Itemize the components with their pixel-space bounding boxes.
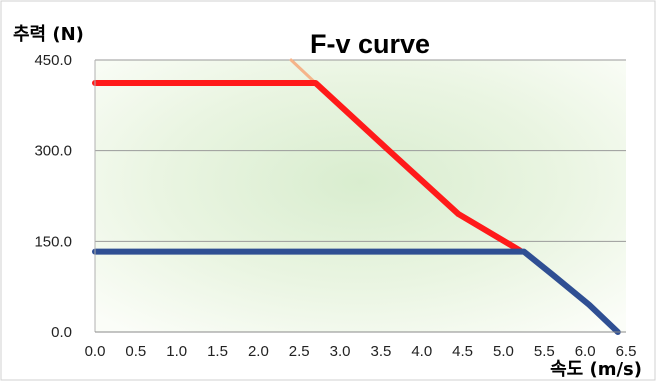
x-tick-label: 1.0 — [166, 343, 187, 360]
x-tick-label: 2.5 — [289, 343, 310, 360]
plot-area — [95, 60, 626, 332]
x-tick-label: 4.5 — [452, 343, 473, 360]
x-tick-label: 3.0 — [330, 343, 351, 360]
x-tick-label: 5.5 — [534, 343, 555, 360]
y-axis-title: 추력 (N) — [13, 24, 84, 45]
series-group — [92, 58, 621, 335]
x-tick-label: 3.5 — [370, 343, 391, 360]
x-axis-title: 속도 (m/s) — [550, 359, 642, 380]
x-tick-label: 5.0 — [493, 343, 514, 360]
series-line-2 — [289, 58, 318, 85]
y-tick-label: 450.0 — [34, 52, 72, 69]
y-tick-label: 150.0 — [34, 233, 72, 250]
y-tick-label: 300.0 — [34, 143, 72, 160]
x-tick-label: 0.5 — [125, 343, 146, 360]
series-line-0 — [92, 80, 523, 254]
x-tick-label: 6.0 — [575, 343, 596, 360]
x-tick-label: 0.0 — [85, 343, 106, 360]
x-tick-label: 1.5 — [207, 343, 228, 360]
chart-title: F-v curve — [310, 29, 430, 59]
series-line-1 — [92, 248, 621, 335]
axes — [94, 60, 626, 333]
x-tick-label: 4.0 — [411, 343, 432, 360]
y-tick-label: 0.0 — [51, 324, 72, 341]
tick-labels: 0.0 0.5 1.0 1.5 2.0 2.5 3.0 3.5 4.0 4.5 5.0 5.5 6.0 6… — [34, 52, 636, 360]
x-tick-label: 6.5 — [616, 343, 637, 360]
x-tick-label: 2.0 — [248, 343, 269, 360]
